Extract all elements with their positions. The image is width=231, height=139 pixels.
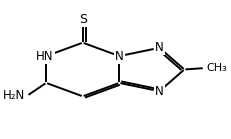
Text: N: N [155, 41, 164, 54]
Text: HN: HN [36, 50, 54, 63]
Text: N: N [115, 50, 124, 63]
Text: CH₃: CH₃ [206, 63, 227, 73]
Text: S: S [79, 13, 87, 26]
Text: N: N [155, 85, 164, 98]
Text: H₂N: H₂N [3, 89, 26, 102]
